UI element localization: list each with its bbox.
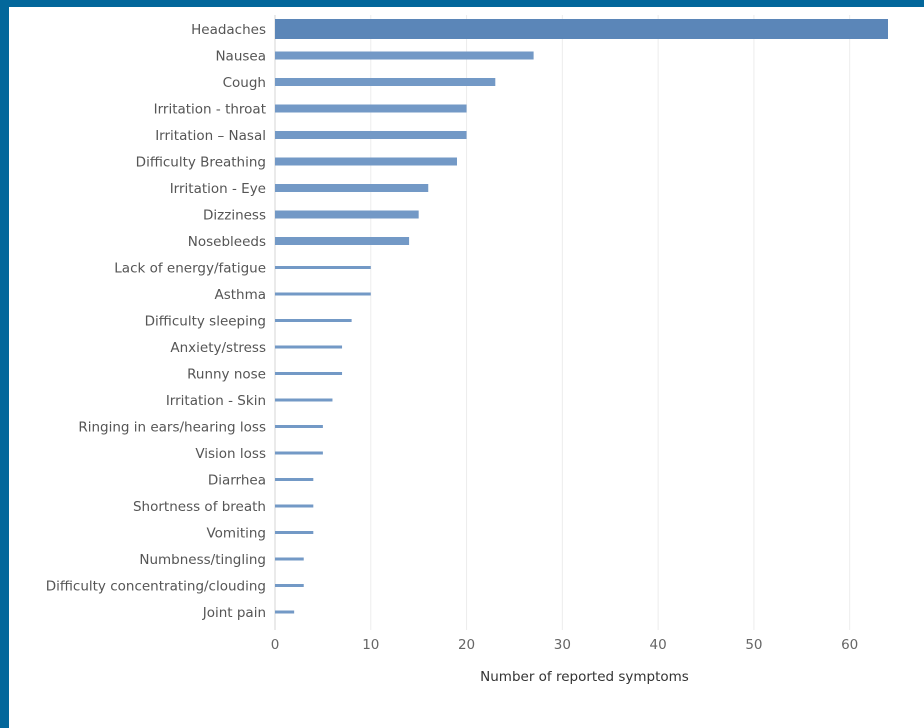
- bar: [275, 131, 467, 139]
- category-label: Ringing in ears/hearing loss: [78, 420, 266, 436]
- bar: [275, 425, 323, 428]
- bar: [275, 611, 294, 614]
- bar: [275, 505, 313, 508]
- bar: [275, 531, 313, 534]
- category-label: Asthma: [214, 287, 266, 303]
- category-label: Joint pain: [202, 605, 266, 621]
- category-label: Numbness/tingling: [139, 552, 266, 568]
- x-tick-label: 20: [458, 637, 475, 653]
- category-label: Irritation – Nasal: [155, 128, 266, 144]
- bar: [275, 399, 332, 402]
- category-label: Difficulty sleeping: [145, 314, 266, 330]
- category-labels: Headaches Nausea Cough Irritation - throat I…: [46, 22, 266, 621]
- bar: [275, 584, 304, 587]
- category-label: Anxiety/stress: [170, 340, 266, 356]
- category-label: Irritation - Skin: [166, 393, 266, 409]
- x-axis-title: Number of reported symptoms: [480, 669, 689, 685]
- category-label: Runny nose: [187, 367, 266, 383]
- bar: [275, 158, 457, 166]
- bar-chart: Headaches Nausea Cough Irritation - throat I…: [9, 7, 924, 728]
- x-tick-labels: 0 10 20 30 40 50 60: [271, 637, 859, 653]
- category-label: Nausea: [215, 49, 266, 65]
- x-tick-label: 40: [650, 637, 667, 653]
- bars: [275, 19, 888, 614]
- bar: [275, 558, 304, 561]
- bar: [275, 266, 371, 269]
- bar: [275, 372, 342, 375]
- chart-panel: Headaches Nausea Cough Irritation - throat I…: [9, 7, 924, 728]
- category-label: Nosebleeds: [188, 234, 266, 250]
- bar: [275, 478, 313, 481]
- category-label: Cough: [223, 75, 266, 91]
- bar: [275, 52, 534, 60]
- bar: [275, 78, 495, 86]
- category-label: Lack of energy/fatigue: [114, 261, 266, 277]
- category-label: Irritation - Eye: [170, 181, 266, 197]
- bar: [275, 105, 467, 113]
- category-label: Headaches: [191, 22, 266, 38]
- category-label: Vision loss: [195, 446, 266, 462]
- bar: [275, 346, 342, 349]
- bar: [275, 211, 419, 219]
- bar: [275, 319, 352, 322]
- x-tick-label: 10: [362, 637, 379, 653]
- category-label: Difficulty Breathing: [136, 155, 266, 171]
- category-label: Irritation - throat: [154, 102, 266, 118]
- x-tick-label: 0: [271, 637, 280, 653]
- category-label: Dizziness: [203, 208, 266, 224]
- bar: [275, 293, 371, 296]
- category-label: Diarrhea: [208, 473, 266, 489]
- x-tick-label: 50: [745, 637, 762, 653]
- x-tick-label: 30: [554, 637, 571, 653]
- bar: [275, 19, 888, 39]
- x-tick-label: 60: [841, 637, 858, 653]
- category-label: Vomiting: [206, 526, 266, 542]
- bar: [275, 237, 409, 245]
- bar: [275, 184, 428, 192]
- bar: [275, 452, 323, 455]
- category-label: Shortness of breath: [133, 499, 266, 515]
- category-label: Difficulty concentrating/clouding: [46, 579, 266, 595]
